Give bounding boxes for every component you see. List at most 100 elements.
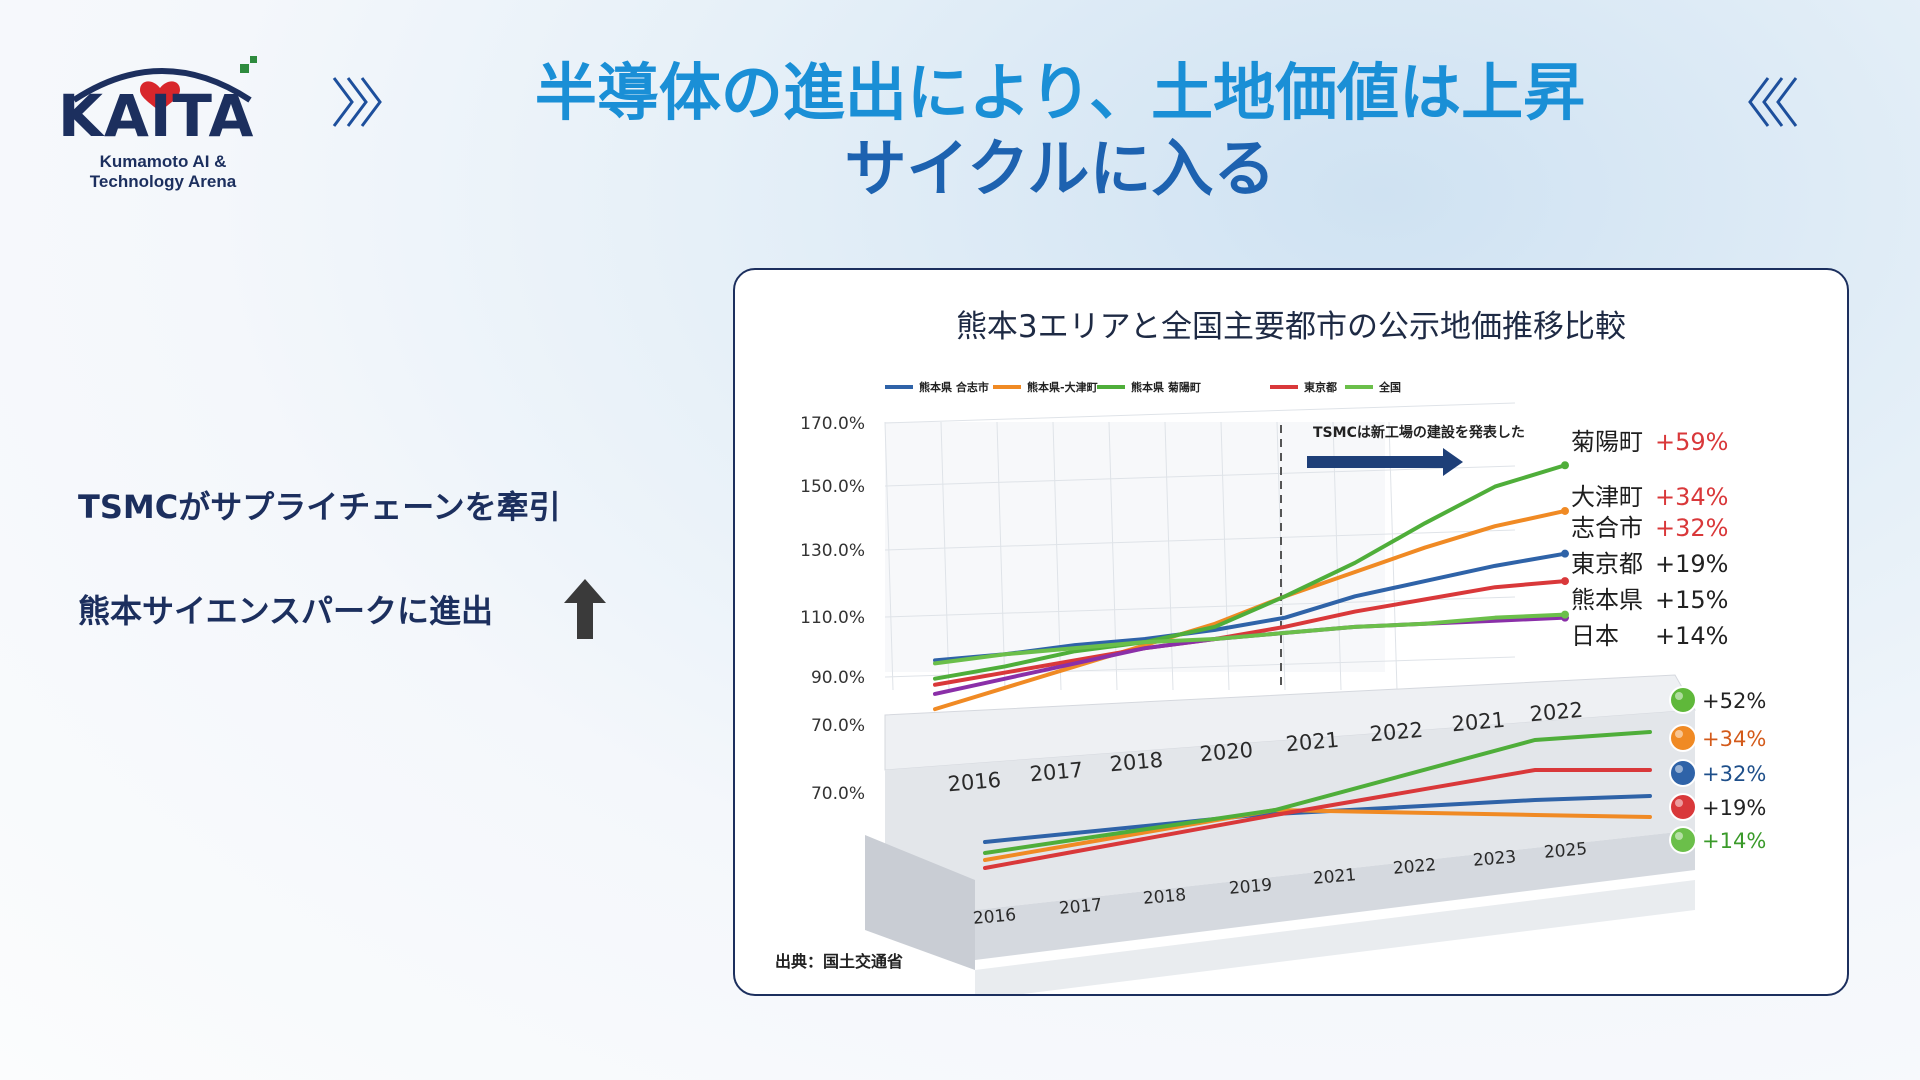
logo-sub-line2: Technology Arena <box>89 172 237 191</box>
x-year-label: 2022 <box>1369 718 1424 747</box>
logo-subtitle: Kumamoto AI & Technology Arena <box>68 152 258 192</box>
y-axis-ticks: 170.0% 150.0% 130.0% 110.0% 90.0% 70.0% 70.0% <box>800 414 865 804</box>
y-tick-label: 70.0% <box>811 716 865 736</box>
grid-line-v <box>940 421 950 691</box>
legend-label: 熊本県 合志市 <box>919 380 989 394</box>
x-year-label: 2016 <box>947 768 1002 797</box>
bullet-science-park: 熊本サイエンスパークに進出 <box>78 592 494 630</box>
legend-item: 熊本県 菊陽町 <box>1097 380 1201 394</box>
series-endpoint <box>1561 461 1569 470</box>
legend-label: 全国 <box>1378 380 1401 394</box>
legend-label: 熊本県-大津町 <box>1027 380 1098 394</box>
callout-lower: +52% <box>1669 686 1766 714</box>
legend-item: 全国 <box>1345 380 1401 394</box>
callout-name: 熊本県 <box>1571 586 1643 614</box>
y-tick-label: 110.0% <box>800 608 865 628</box>
chevron-right-icon <box>332 77 382 127</box>
tsmc-annotation: TSMCは新工場の建設を発表した <box>1313 424 1525 441</box>
grid-line-v <box>1220 421 1230 691</box>
legend-item: 東京都 <box>1270 380 1337 394</box>
x-axis-years-upper: 2016 2017 2018 2020 2021 2022 2021 2022 <box>947 698 1584 797</box>
legend-item: 熊本県 合志市 <box>885 380 989 394</box>
callout-lower: +34% <box>1669 724 1766 752</box>
x-year-label: 2021 <box>1285 728 1340 757</box>
callout-pct: +32% <box>1655 514 1728 542</box>
grid-line-v <box>996 421 1006 691</box>
x-year-label-lower: 2021 <box>1312 865 1357 889</box>
heart-icon <box>140 81 180 112</box>
chart-panel: 熊本3エリアと全国主要都市の公示地価推移比較 熊本県 合志市 熊本県-大津町 熊本県… <box>733 268 1849 996</box>
grid-line-h <box>884 402 1516 424</box>
chart-source: 出典：国土交通省 <box>775 952 903 971</box>
x-year-label: 2018 <box>1109 748 1164 777</box>
callout-pct: +34% <box>1655 483 1728 511</box>
series-lower <box>983 730 1652 870</box>
legend-label: 東京都 <box>1304 380 1337 394</box>
tsmc-arrow-icon <box>1307 448 1463 476</box>
grid-line-v <box>884 421 894 691</box>
chart-legend: 熊本県 合志市 熊本県-大津町 熊本県 菊陽町 東京都 全国 <box>885 380 1401 394</box>
legend-label: 熊本県 菊陽町 <box>1131 380 1201 394</box>
callout-name: 日本 <box>1571 622 1619 650</box>
y-tick-label: 150.0% <box>800 477 865 497</box>
series-endpoint <box>1561 506 1569 515</box>
ball-marker-icon <box>1669 724 1697 752</box>
y-tick-label: 130.0% <box>800 541 865 561</box>
logo-sub-line1: Kumamoto AI & <box>99 152 227 171</box>
x-year-label: 2022 <box>1529 698 1584 727</box>
ball-highlight <box>1675 765 1683 773</box>
platform-3d <box>865 674 1696 994</box>
callout-upper: 大津町 +34% <box>1571 483 1728 511</box>
x-year-label-lower: 2019 <box>1228 875 1273 899</box>
callout-name: 東京都 <box>1571 550 1643 578</box>
ball-pct: +52% <box>1702 689 1766 713</box>
callout-upper: 熊本県 +15% <box>1571 586 1728 614</box>
ball-marker-icon <box>1669 826 1697 854</box>
up-arrow-icon <box>564 579 606 639</box>
series-endpoint <box>1561 549 1569 558</box>
chart: 熊本3エリアと全国主要都市の公示地価推移比較 熊本県 合志市 熊本県-大津町 熊本県… <box>775 309 1766 994</box>
x-year-label-lower: 2017 <box>1058 895 1103 919</box>
bullet-supply-chain: TSMCがサプライチェーンを牽引 <box>78 488 561 526</box>
ball-pct: +34% <box>1702 727 1766 751</box>
callouts-upper: 菊陽町 +59% 大津町 +34% 志合市 +32% 東京都 +19% 熊本県 +15% 日本 +14… <box>1571 428 1728 650</box>
callout-upper: 日本 +14% <box>1571 622 1728 650</box>
y-tick-label: 170.0% <box>800 414 865 434</box>
page-title: 半導体の進出により、土地価値は上昇 サイクルに入る <box>440 55 1680 207</box>
x-year-label-lower: 2022 <box>1392 855 1437 879</box>
callout-pct: +59% <box>1655 428 1728 456</box>
x-axis-years-lower: 2016 2017 2018 2019 2021 2022 2023 2025 <box>972 839 1588 929</box>
y-tick-label: 70.0% <box>811 784 865 804</box>
chevron-left-icon <box>1748 77 1798 127</box>
series-endpoint <box>1561 610 1569 619</box>
ball-highlight <box>1675 799 1683 807</box>
grid-line-h <box>884 465 1516 487</box>
y-tick-label: 90.0% <box>811 668 865 688</box>
ball-highlight <box>1675 730 1683 738</box>
series-upper <box>933 461 1569 712</box>
lower-series-line <box>983 807 1652 862</box>
callout-name: 大津町 <box>1571 483 1643 511</box>
logo-square <box>240 64 249 73</box>
lower-series-line <box>983 794 1652 844</box>
callout-lower: +14% <box>1669 826 1766 854</box>
callout-pct: +15% <box>1655 586 1728 614</box>
x-year-label: 2021 <box>1451 708 1506 737</box>
callouts-lower: +52% +34% +32% +19% +14% <box>1669 686 1766 854</box>
logo-arc <box>72 56 257 112</box>
logo-word: KAITA <box>58 82 255 150</box>
ball-highlight <box>1675 692 1683 700</box>
ball-marker-icon <box>1669 686 1697 714</box>
x-year-label: 2020 <box>1199 738 1254 767</box>
x-year-label-lower: 2025 <box>1543 839 1588 863</box>
series-line <box>933 579 1567 687</box>
title-line2: サイクルに入る <box>844 132 1276 205</box>
ball-highlight <box>1675 832 1683 840</box>
callout-upper: 菊陽町 +59% <box>1571 428 1728 456</box>
logo: KAITA Kumamoto AI & Technology Arena <box>52 48 282 198</box>
x-year-label-lower: 2018 <box>1142 885 1187 909</box>
callout-lower: +19% <box>1669 793 1766 821</box>
ball-pct: +19% <box>1702 796 1766 820</box>
ball-pct: +14% <box>1702 829 1766 853</box>
series-line <box>933 612 1567 666</box>
